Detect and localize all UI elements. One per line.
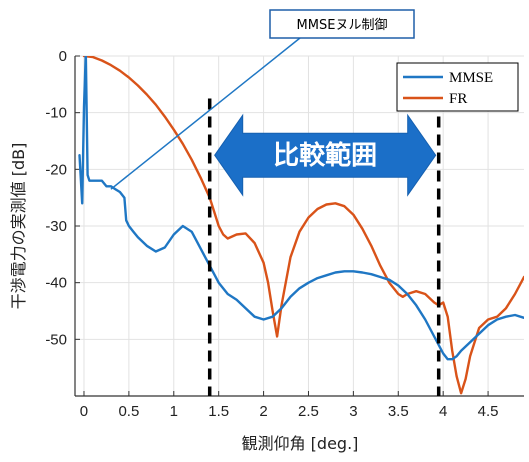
y-tick-label: -50 bbox=[45, 331, 67, 348]
range-arrow bbox=[214, 113, 437, 197]
x-tick-label: 3.5 bbox=[388, 403, 409, 420]
x-tick-label: 3 bbox=[349, 403, 357, 420]
x-tick-label: 4 bbox=[439, 403, 447, 420]
x-axis-label: 観測仰角 [deg.] bbox=[242, 434, 359, 453]
x-tick-label: 0 bbox=[80, 403, 88, 420]
x-tick-label: 1 bbox=[170, 403, 178, 420]
series-lines bbox=[78, 56, 524, 395]
annotations: 比較範囲 MMSEヌル制御 bbox=[110, 9, 441, 396]
series-line-mmse bbox=[78, 56, 524, 361]
x-tick-label: 2 bbox=[259, 403, 267, 420]
legend: MMSE FR bbox=[396, 62, 519, 112]
y-axis-label: 干渉電力の実測値 [dB] bbox=[9, 143, 28, 310]
x-tick-label: 1.5 bbox=[208, 403, 229, 420]
legend-label-mmse: MMSE bbox=[449, 70, 493, 86]
callout-leader bbox=[110, 37, 301, 190]
x-tick-label: 2.5 bbox=[298, 403, 319, 420]
y-tick-label: 0 bbox=[59, 48, 67, 65]
y-tick-label: -40 bbox=[45, 275, 67, 292]
x-tick-label: 0.5 bbox=[118, 403, 139, 420]
callout-box bbox=[269, 9, 415, 39]
axes: 0 -10 -20 -30 -40 -50 0 0.5 1 1.5 2 2.5 3 3.5 4 4.5 bbox=[45, 48, 524, 420]
y-tick-label: -10 bbox=[45, 105, 67, 122]
y-tick-label: -30 bbox=[45, 218, 67, 235]
range-arrow-label: 比較範囲 bbox=[273, 140, 377, 171]
x-tick-label: 4.5 bbox=[478, 403, 499, 420]
legend-label-fr: FR bbox=[449, 91, 467, 107]
callout-label: MMSEヌル制御 bbox=[297, 18, 388, 33]
legend-box bbox=[396, 62, 519, 112]
y-tick-label: -20 bbox=[45, 161, 67, 178]
